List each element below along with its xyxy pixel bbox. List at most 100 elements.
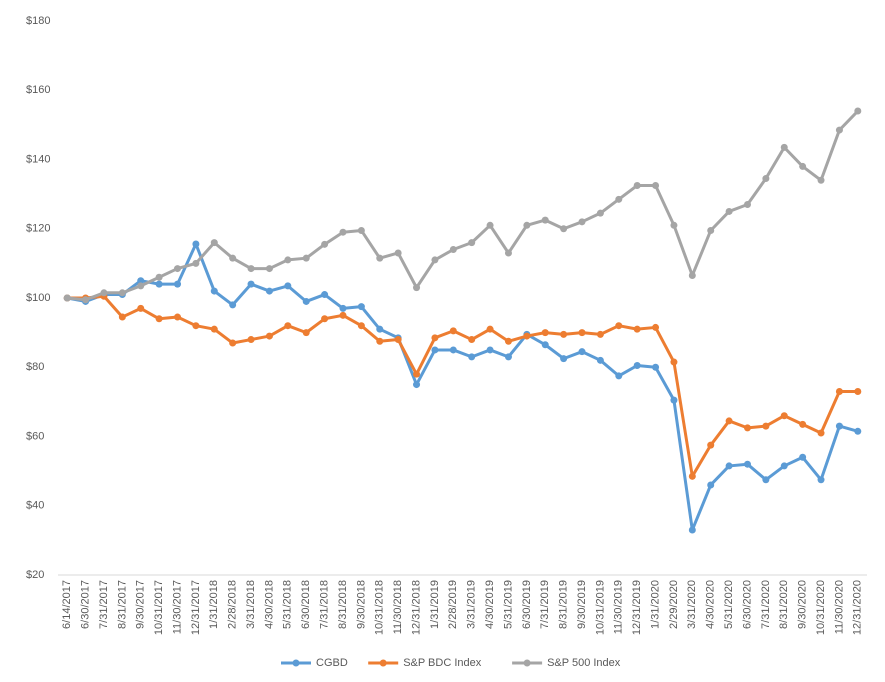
point (137, 282, 145, 290)
x-tick-label: 1/31/2019 (429, 580, 441, 629)
point (265, 332, 273, 340)
x-tick-label: 10/31/2017 (153, 580, 165, 635)
x-tick-label: 7/31/2018 (319, 580, 331, 629)
series-line (66, 242, 859, 532)
y-tick-label: $180 (26, 15, 50, 27)
point (137, 304, 145, 312)
point (321, 291, 329, 299)
point (817, 429, 825, 437)
point (229, 339, 237, 347)
point (578, 218, 586, 226)
point (523, 332, 531, 340)
point (339, 304, 347, 312)
point (394, 336, 402, 344)
x-tick-label: 6/30/2017 (79, 580, 91, 629)
y-tick-label: $160 (26, 84, 50, 96)
x-tick-label: 6/14/2017 (61, 580, 73, 629)
point (468, 336, 476, 344)
point (817, 476, 825, 484)
x-tick-label: 9/30/2018 (355, 580, 367, 629)
point (670, 396, 678, 404)
point (633, 325, 641, 333)
point (725, 417, 733, 425)
x-tick-label: 3/31/2018 (245, 580, 257, 629)
point (413, 284, 421, 292)
point (688, 271, 696, 279)
x-tick-label: 2/28/2018 (227, 580, 239, 629)
x-tick-label: 12/31/2019 (631, 580, 643, 635)
point (449, 346, 457, 354)
x-tick-label: 7/31/2020 (760, 580, 772, 629)
point (817, 176, 825, 184)
point (376, 337, 384, 345)
point (835, 126, 843, 134)
point (118, 313, 126, 321)
x-tick-label: 9/30/2020 (797, 580, 809, 629)
point (541, 341, 549, 349)
x-tick-label: 2/29/2020 (668, 580, 680, 629)
point (743, 424, 751, 432)
y-tick-label: $120 (26, 223, 50, 235)
point (780, 143, 788, 151)
legend-marker (523, 659, 531, 667)
point (596, 209, 604, 217)
point (596, 330, 604, 338)
point (118, 289, 126, 297)
x-tick-label: 10/31/2020 (815, 580, 827, 635)
point (504, 337, 512, 345)
y-tick-label: $140 (26, 153, 50, 165)
point (688, 526, 696, 534)
point (210, 287, 218, 295)
x-tick-label: 10/31/2019 (594, 580, 606, 635)
point (780, 412, 788, 420)
series-line (67, 109, 859, 302)
point (725, 462, 733, 470)
point (762, 476, 770, 484)
point (284, 322, 292, 330)
point (633, 362, 641, 370)
x-tick-label: 5/31/2020 (723, 580, 735, 629)
point (192, 259, 200, 267)
point (468, 353, 476, 361)
y-tick-label: $40 (26, 500, 44, 512)
x-tick-label: 9/30/2019 (576, 580, 588, 629)
point (339, 311, 347, 319)
x-tick-label: 6/30/2019 (521, 580, 533, 629)
point (229, 301, 237, 309)
x-tick-label: 11/30/2020 (833, 580, 845, 634)
point (780, 462, 788, 470)
point (63, 294, 71, 302)
x-tick-label: 11/30/2018 (392, 580, 404, 634)
point (596, 356, 604, 364)
point (504, 353, 512, 361)
x-tick-label: 5/31/2018 (282, 580, 294, 629)
point (192, 322, 200, 330)
point (504, 249, 512, 257)
point (229, 254, 237, 262)
point (376, 254, 384, 262)
point (652, 363, 660, 371)
point (799, 162, 807, 170)
x-tick-label: 12/31/2020 (852, 580, 864, 635)
x-tick-label: 2/28/2019 (447, 580, 459, 629)
point (247, 265, 255, 273)
point (486, 346, 494, 354)
point (265, 287, 273, 295)
point (210, 325, 218, 333)
point (835, 422, 843, 430)
point (578, 348, 586, 356)
point (560, 225, 568, 233)
point (799, 420, 807, 428)
x-tick-label: 12/31/2017 (190, 580, 202, 635)
point (523, 221, 531, 229)
x-tick-label: 11/30/2019 (613, 580, 625, 634)
legend-label: S&P 500 Index (547, 657, 621, 669)
point (192, 240, 200, 248)
point (82, 296, 90, 304)
x-tick-label: 8/31/2020 (778, 580, 790, 629)
x-tick-label: 4/30/2019 (484, 580, 496, 629)
point (854, 387, 862, 395)
point (854, 107, 862, 115)
point (431, 346, 439, 354)
